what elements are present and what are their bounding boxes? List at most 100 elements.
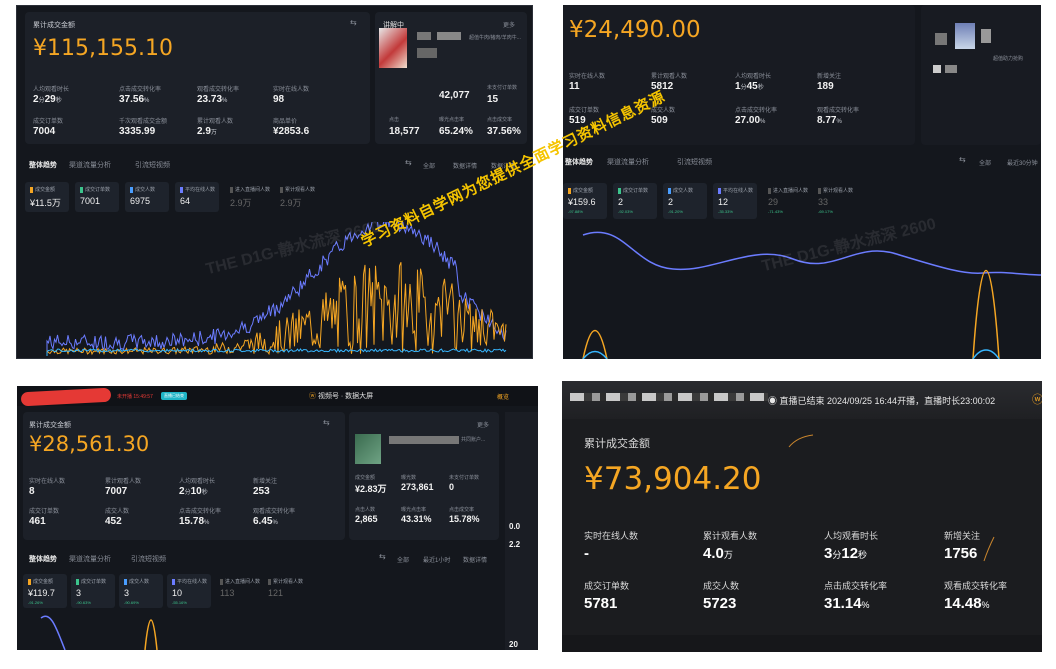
swap-icon[interactable]: ⇆ xyxy=(379,552,386,561)
series-color-marker xyxy=(180,186,183,193)
dashboard-panel-3: 未开播 15:49:57 直播已结束 ⓦ 视频号 · 数据大屏 概览 累计成交金… xyxy=(17,386,538,650)
metric-chip[interactable]: 成交金额 ¥119.7 -91.26% xyxy=(23,574,67,608)
chip-label: 进入直播间人数 xyxy=(230,186,270,193)
metric-chip[interactable]: 成交订单数 7001 xyxy=(75,182,119,212)
metric-chip[interactable]: 成交金额 ¥11.5万 xyxy=(25,182,69,212)
metric-value: 6.45% xyxy=(253,516,278,527)
metric-chip[interactable]: 累计观看人数 33 -69.17% xyxy=(813,183,857,219)
metric-value: 5781 xyxy=(584,595,618,612)
status-badge: 直播已结束 xyxy=(161,392,187,400)
metric-chip[interactable]: 成交金额 ¥159.6 -97.88% xyxy=(563,183,607,219)
metric-chip[interactable]: 平均在线人数 10 -55.16% xyxy=(167,574,211,608)
tab-overall-trend[interactable]: 整体趋势 xyxy=(29,556,57,563)
total-label: 累计成交金额 xyxy=(584,438,650,450)
series-color-marker xyxy=(618,187,621,194)
product-subtitle: 超值助力抢购 xyxy=(993,56,1024,62)
swap-icon[interactable]: ⇆ xyxy=(323,418,330,427)
metric-chip[interactable]: 成交人数 6975 xyxy=(125,182,169,212)
metric-label: 成交人数 xyxy=(105,509,130,515)
swap-icon[interactable]: ⇆ xyxy=(959,155,966,164)
product-card[interactable]: 更多 共同账户... 成交金额 ¥2.83万 曝光数 273,861 未支付订单… xyxy=(349,412,499,540)
metric-value: 3335.99 xyxy=(119,126,156,137)
series-color-marker xyxy=(220,578,223,585)
swap-icon[interactable]: ⇆ xyxy=(350,18,357,27)
metric-label: 商品单价 xyxy=(273,119,298,125)
time-range-select[interactable]: 最近30分钟 xyxy=(1007,161,1038,167)
swap-icon[interactable]: ⇆ xyxy=(405,158,412,167)
metric-value: 1756 xyxy=(944,545,978,562)
stat-value: 15.78% xyxy=(449,514,480,524)
metric-chip[interactable]: 成交人数 3 -90.69% xyxy=(119,574,163,608)
metric-chip[interactable]: 成交订单数 3 -90.63% xyxy=(71,574,115,608)
logo-icon: ⓦ xyxy=(1032,394,1042,406)
metric-value: 31.14% xyxy=(824,595,870,612)
data-detail-link[interactable]: 数据详情 xyxy=(491,164,516,170)
data-detail-link[interactable]: 数据详情 xyxy=(463,558,488,564)
metric-label: 新增关注 xyxy=(817,74,842,80)
stat-value: 42,077 xyxy=(439,90,470,101)
stat-value: 65.24% xyxy=(439,126,473,137)
metric-value: 3分12秒 xyxy=(824,545,868,562)
metric-chip[interactable]: 进入直播间人数 113 xyxy=(215,574,260,608)
metric-value: 509 xyxy=(651,115,668,126)
overview-tab[interactable]: 概览 xyxy=(497,395,510,401)
metric-chip[interactable]: 进入直播间人数 29 -71.43% xyxy=(763,183,808,219)
metric-label: 成交订单数 xyxy=(29,509,60,515)
chip-label: 成交订单数 xyxy=(80,186,110,193)
chip-label: 成交金额 xyxy=(28,578,53,585)
tab-overall-trend[interactable]: 整体趋势 xyxy=(29,162,57,169)
chip-value: 2.9万 xyxy=(280,198,302,208)
summary-card: 累计成交金额 ⇆ ¥115,155.10 人均观看时长 2分29秒 点击成交转化… xyxy=(25,12,370,144)
chip-label: 平均在线人数 xyxy=(180,186,215,193)
tab-short-video[interactable]: 引流短视频 xyxy=(131,556,166,563)
metric-value: 253 xyxy=(253,486,270,497)
explaining-product-card[interactable]: 讲解中 更多 超值牛肉/猪肉/羊肉牛... 42,077 未支付订单数 15 点… xyxy=(375,12,527,144)
metric-chip[interactable]: 平均在线人数 12 -35.33% xyxy=(713,183,757,219)
side-value: 20 xyxy=(509,640,518,649)
live-status: 未开播 15:49:57 xyxy=(117,394,153,400)
series-color-marker xyxy=(230,186,233,193)
tab-overall-trend[interactable]: 整体趋势 xyxy=(565,159,593,166)
metric-label: 点击成交转化率 xyxy=(119,87,162,93)
chip-change: -90.63% xyxy=(76,600,91,605)
blurred-text xyxy=(437,32,461,40)
metric-value: 14.48% xyxy=(944,595,990,612)
tab-channel-traffic[interactable]: 渠道流量分析 xyxy=(607,159,649,166)
filter-all[interactable]: 全部 xyxy=(979,161,992,167)
more-link[interactable]: 更多 xyxy=(477,423,490,429)
metric-label: 人均观看时长 xyxy=(824,531,879,541)
tab-short-video[interactable]: 引流短视频 xyxy=(135,162,170,169)
chip-label: 进入直播间人数 xyxy=(768,187,808,194)
product-thumbnail xyxy=(379,28,407,68)
chip-label: 平均在线人数 xyxy=(718,187,753,194)
top-bar: ◉ 直播已结束 2024/09/25 16:44开播，直播时长23:00:02 … xyxy=(562,381,1042,419)
metric-chip[interactable]: 累计观看人数 2.9万 xyxy=(275,182,319,212)
series-color-marker xyxy=(130,186,133,193)
tab-channel-traffic[interactable]: 渠道流量分析 xyxy=(69,162,111,169)
metric-chip[interactable]: 进入直播间人数 2.9万 xyxy=(225,182,270,212)
metric-label: 观看成交转化率 xyxy=(944,581,1008,591)
metric-chip[interactable]: 累计观看人数 121 xyxy=(263,574,307,608)
metric-label: 实时在线人数 xyxy=(569,74,606,80)
series-line-amount xyxy=(972,269,1000,359)
chip-label: 成交人数 xyxy=(124,578,149,585)
chip-value: 7001 xyxy=(80,196,101,206)
time-range-select[interactable]: 最近1小时 xyxy=(423,558,451,564)
metric-chip[interactable]: 成交订单数 2 -92.03% xyxy=(613,183,657,219)
stat-label: 点击人数 xyxy=(355,507,376,513)
data-detail-link[interactable]: 数据详情 xyxy=(453,164,478,170)
tab-short-video[interactable]: 引流短视频 xyxy=(677,159,712,166)
summary-card: ¥24,490.00 实时在线人数 11 累计观看人数 5812 人均观看时长 … xyxy=(563,5,915,145)
filter-all[interactable]: 全部 xyxy=(423,164,436,170)
more-link[interactable]: 更多 xyxy=(503,23,516,29)
tab-channel-traffic[interactable]: 渠道流量分析 xyxy=(69,556,111,563)
chip-label: 进入直播间人数 xyxy=(220,578,260,585)
metric-value: 1分45秒 xyxy=(735,81,764,92)
metric-label: 人均观看时长 xyxy=(179,479,216,485)
chip-label: 成交人数 xyxy=(668,187,693,194)
filter-all[interactable]: 全部 xyxy=(397,558,410,564)
metric-chip[interactable]: 成交人数 2 -91.20% xyxy=(663,183,707,219)
product-card[interactable]: 超值助力抢购 xyxy=(921,5,1041,145)
metric-chip[interactable]: 平均在线人数 64 xyxy=(175,182,219,212)
stat-label: 曝光数 xyxy=(401,475,417,481)
